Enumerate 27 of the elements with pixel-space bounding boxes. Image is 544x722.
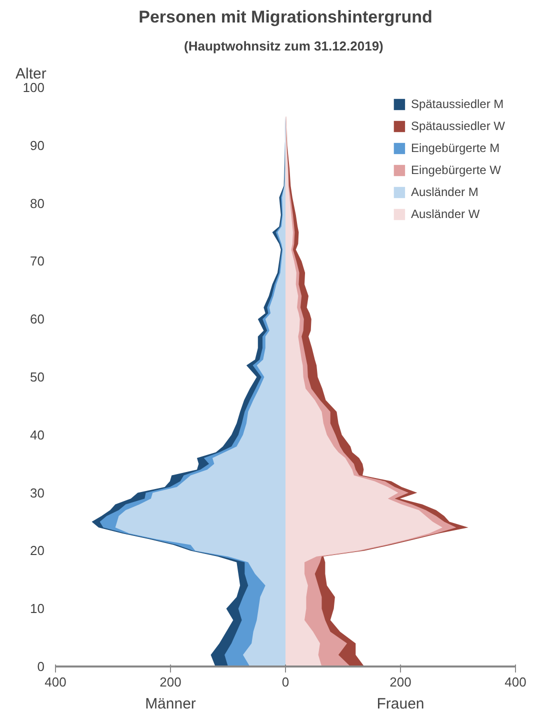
x-tick-label: 200 (390, 674, 412, 690)
text: Frauen (376, 696, 424, 712)
x-tick-label: 400 (44, 674, 66, 690)
y-tick-label: 20 (30, 543, 45, 558)
chart-subtitle: (Hauptwohnsitz zum 31.12.2019) (184, 38, 384, 54)
legend-label: Eingebürgerte W (410, 163, 501, 177)
legend-label: Eingebürgerte M (410, 141, 500, 155)
y-tick-label: 90 (30, 138, 45, 153)
y-tick-label: 70 (30, 254, 45, 269)
legend-label: Ausländer W (410, 207, 480, 221)
y-axis-title: Alter (16, 66, 46, 82)
y-tick-label: 10 (30, 601, 45, 616)
text: Männer (145, 696, 196, 712)
y-tick-label: 60 (30, 312, 45, 327)
y-tick-label: 30 (30, 485, 45, 500)
x-tick-label: 0 (282, 674, 290, 690)
legend-label: Spätaussiedler W (410, 119, 505, 133)
legend-label: Spätaussiedler M (410, 97, 504, 111)
x-tick-label: 200 (160, 674, 182, 690)
y-tick-label: 100 (22, 80, 45, 95)
y-tick-label: 80 (30, 196, 45, 211)
y-tick-label: 50 (30, 370, 45, 384)
x-tick-label: 400 (504, 674, 526, 690)
y-tick-label: 0 (37, 659, 45, 674)
legend-label: Ausländer M (410, 185, 478, 199)
y-tick-label: 40 (30, 427, 45, 442)
chart-title: Personen mit Migrationshintergrund (138, 8, 432, 26)
